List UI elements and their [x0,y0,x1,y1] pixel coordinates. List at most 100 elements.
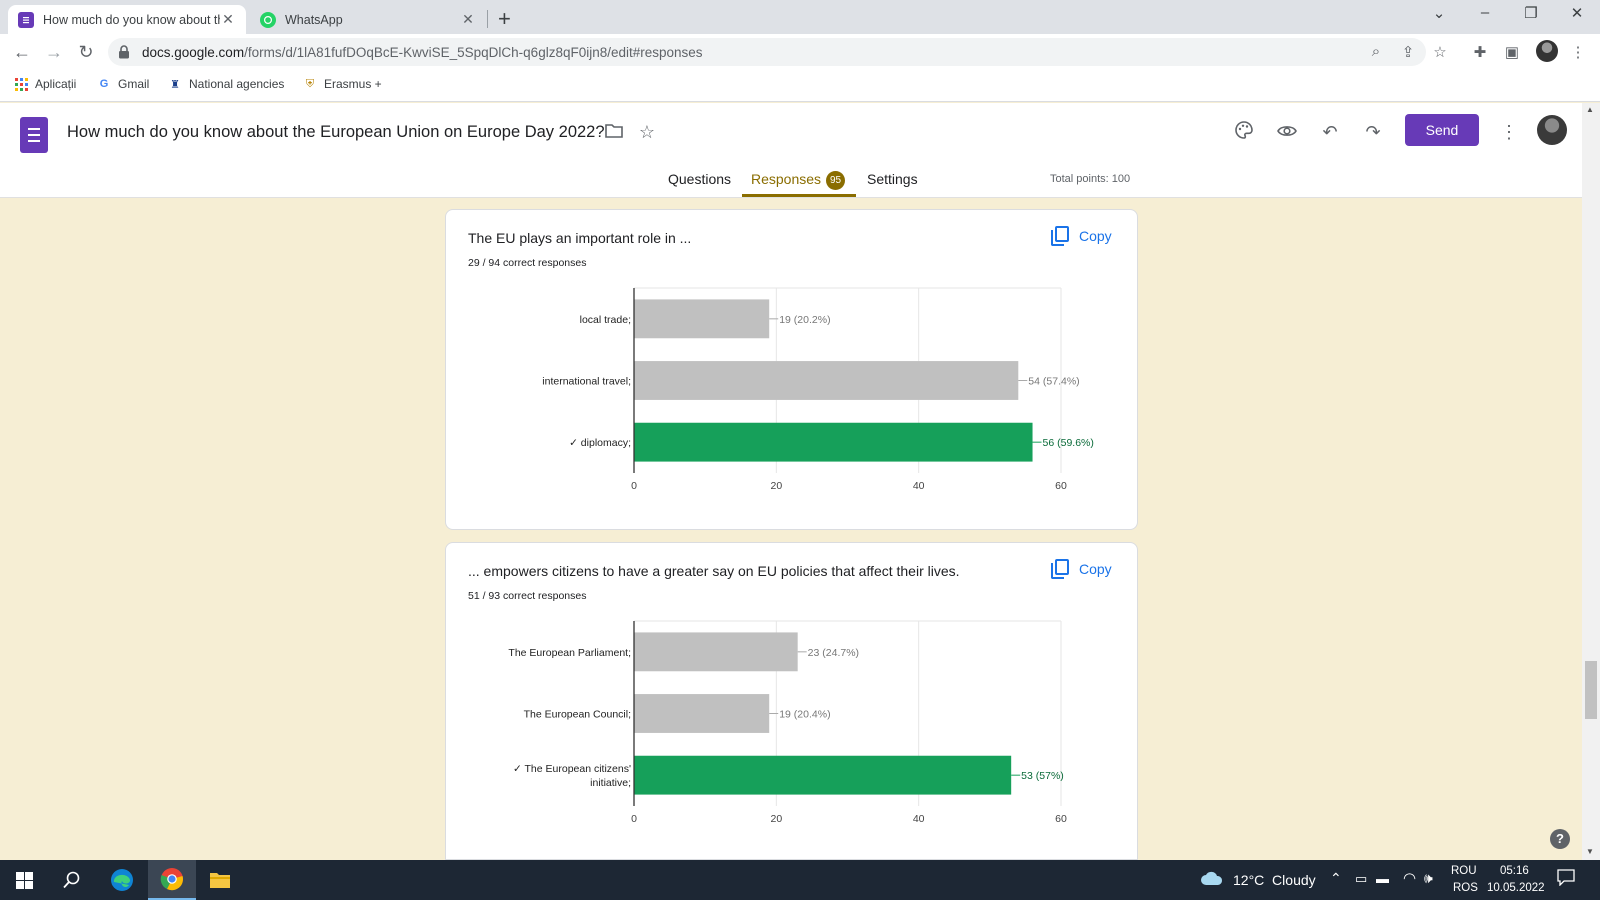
weather-cloud-icon[interactable] [1200,870,1224,889]
help-icon[interactable]: ? [1550,829,1570,849]
category-label: ✓ The European citizens' initiative; [513,763,631,789]
scroll-down-icon[interactable]: ▼ [1586,847,1594,856]
undo-icon[interactable]: ↶ [1322,122,1338,142]
category-label: ✓ diplomacy; [569,437,631,449]
input-language-top[interactable]: ROU [1451,865,1477,877]
value-label: 23 (24.7%) [808,647,859,659]
reload-icon[interactable]: ↻ [78,42,94,62]
question-title: The EU plays an important role in ... [468,230,692,246]
browser-tab-whatsapp[interactable]: WhatsApp ✕ [250,5,486,34]
battery-icon[interactable]: ▬ [1376,871,1389,886]
bookmark-erasmus[interactable]: ⛨ Erasmus + [303,77,382,91]
bookmark-label: National agencies [189,77,285,91]
category-label: The European Council; [524,709,631,721]
x-tick-label: 60 [1055,813,1067,825]
scrollbar-thumb[interactable] [1585,661,1597,719]
value-label: 19 (20.2%) [779,314,830,326]
clock-date[interactable]: 10.05.2022 [1487,882,1545,894]
side-panel-icon[interactable]: ▣ [1504,44,1520,61]
bookmark-star-icon[interactable]: ☆ [1433,44,1447,61]
close-icon[interactable]: ✕ [222,11,234,27]
zoom-icon[interactable]: ⌕ [1371,43,1381,60]
window-close-icon[interactable]: ✕ [1570,5,1584,22]
forward-icon[interactable]: → [45,42,63,62]
lock-icon [118,45,132,59]
x-tick-label: 20 [770,813,782,825]
x-tick-label: 40 [913,480,925,492]
bookmark-gmail[interactable]: G Gmail [97,77,150,91]
bar [634,755,1012,795]
wifi-icon[interactable]: ◠ [1403,870,1417,887]
agency-icon: ♜ [170,78,180,91]
correct-responses-count: 29 / 94 correct responses [468,257,587,269]
send-button[interactable]: Send [1405,114,1479,146]
notifications-icon[interactable] [1557,868,1575,889]
tab-responses[interactable]: Responses 95 [751,171,846,190]
chrome-browser-icon[interactable] [148,860,196,900]
x-tick-label: 20 [770,480,782,492]
show-hidden-icons-icon[interactable]: ⌃ [1330,870,1342,886]
file-explorer-icon[interactable] [196,860,244,900]
share-icon[interactable]: ⇪ [1401,44,1415,61]
google-icon: G [99,78,109,90]
forms-header: How much do you know about the European … [0,103,1582,198]
google-forms-logo-icon[interactable] [20,117,48,153]
x-tick-label: 0 [631,480,637,492]
restore-icon[interactable]: ❐ [1524,5,1538,22]
windows-taskbar: 12°C Cloudy ⌃ ▭ ▬ ◠ 🕪 ROU ROS 05:16 10.0… [0,860,1600,900]
value-label: 53 (57%) [1021,770,1064,782]
bookmark-apps[interactable]: Aplicații [14,77,76,91]
correct-responses-count: 51 / 93 correct responses [468,590,587,602]
browser-tab-forms[interactable]: How much do you know about th ✕ [8,5,246,34]
profile-avatar-icon[interactable] [1536,40,1558,62]
whatsapp-icon [260,11,276,28]
active-tab-indicator [742,194,856,197]
tab-settings[interactable]: Settings [867,171,918,187]
browser-tab-strip: How much do you know about th ✕ WhatsApp… [0,0,1600,34]
minimize-icon[interactable]: – [1480,4,1490,21]
star-icon[interactable]: ☆ [638,122,656,142]
bar [634,361,1019,400]
tab-search-icon[interactable]: ⌄ [1432,5,1446,22]
clock-time[interactable]: 05:16 [1500,865,1529,877]
browser-tab-title: How much do you know about th [43,12,220,27]
volume-icon[interactable]: 🕪 [1424,870,1433,886]
responses-bar-chart: 0 20 40 60 local trade; 19 (20.2%) internation… [542,287,1094,492]
extensions-icon[interactable]: ✚ [1473,44,1487,61]
bookmark-national-agencies[interactable]: ♜ National agencies [168,77,284,91]
tab-questions[interactable]: Questions [668,171,731,187]
search-icon[interactable] [48,860,96,900]
bar [634,632,798,672]
close-icon[interactable]: ✕ [462,11,474,27]
redo-icon[interactable]: ↷ [1365,122,1381,142]
value-label: 56 (59.6%) [1043,437,1094,449]
palette-icon[interactable] [1232,120,1256,144]
weather-text[interactable]: 12°C Cloudy [1233,872,1316,888]
meet-now-icon[interactable]: ▭ [1355,871,1368,886]
bookmark-label: Gmail [118,77,150,91]
back-icon[interactable]: ← [13,42,31,62]
browser-tab-title: WhatsApp [285,12,343,27]
responses-bar-chart: 0 20 40 60 The European Parliament; 23 (24.7%… [508,620,1067,825]
copy-icon [1051,559,1069,579]
tab-divider [487,10,488,28]
input-language-bottom[interactable]: ROS [1453,882,1478,894]
edge-browser-icon[interactable] [98,860,146,900]
x-tick-label: 40 [913,813,925,825]
browser-menu-icon[interactable]: ⋮ [1570,44,1586,61]
new-tab-icon[interactable]: + [498,6,511,31]
more-options-icon[interactable]: ⋮ [1500,122,1518,142]
total-points: Total points: 100 [1050,173,1131,185]
copy-chart-button[interactable]: Copy [1051,559,1112,579]
folder-icon[interactable] [602,120,626,144]
form-title[interactable]: How much do you know about the European … [67,123,605,141]
bar [634,422,1033,462]
windows-start-icon[interactable] [0,860,48,900]
page-scrollbar[interactable]: ▲ ▼ [1582,103,1600,860]
avatar[interactable] [1537,115,1567,145]
address-bar[interactable]: docs.google.com/forms/d/1lA81fufDOqBcE-K… [108,38,1426,66]
bookmark-label: Aplicații [35,77,77,91]
preview-eye-icon[interactable] [1275,120,1299,144]
copy-chart-button[interactable]: Copy [1051,226,1112,246]
scroll-up-icon[interactable]: ▲ [1586,105,1594,114]
